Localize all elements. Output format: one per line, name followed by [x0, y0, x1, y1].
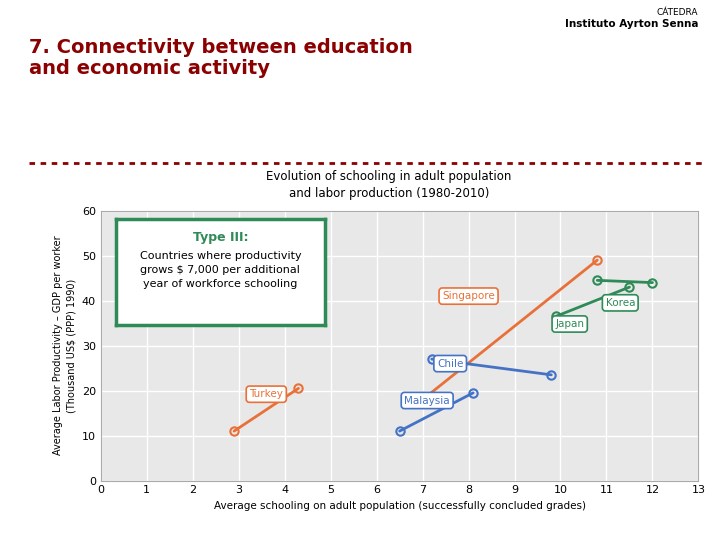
X-axis label: Average schooling on adult population (successfully concluded grades): Average schooling on adult population (s…: [214, 501, 585, 511]
Text: Chile: Chile: [437, 359, 464, 369]
Text: Evolution of schooling in adult population
and labor production (1980-2010): Evolution of schooling in adult populati…: [266, 170, 511, 200]
Text: Singapore: Singapore: [442, 291, 495, 301]
Text: Japan: Japan: [555, 319, 584, 329]
Text: 7. Connectivity between education
and economic activity: 7. Connectivity between education and ec…: [29, 38, 413, 78]
Text: Korea: Korea: [606, 298, 635, 308]
Text: Instituto Ayrton Senna: Instituto Ayrton Senna: [565, 19, 698, 29]
Text: CÁTEDRA: CÁTEDRA: [657, 8, 698, 17]
Y-axis label: Average Labor Productivity – GDP per worker
(Thousand US$ (PPP) 1990): Average Labor Productivity – GDP per wor…: [53, 236, 76, 455]
Text: Turkey: Turkey: [249, 389, 283, 399]
Text: Malaysia: Malaysia: [405, 395, 450, 406]
